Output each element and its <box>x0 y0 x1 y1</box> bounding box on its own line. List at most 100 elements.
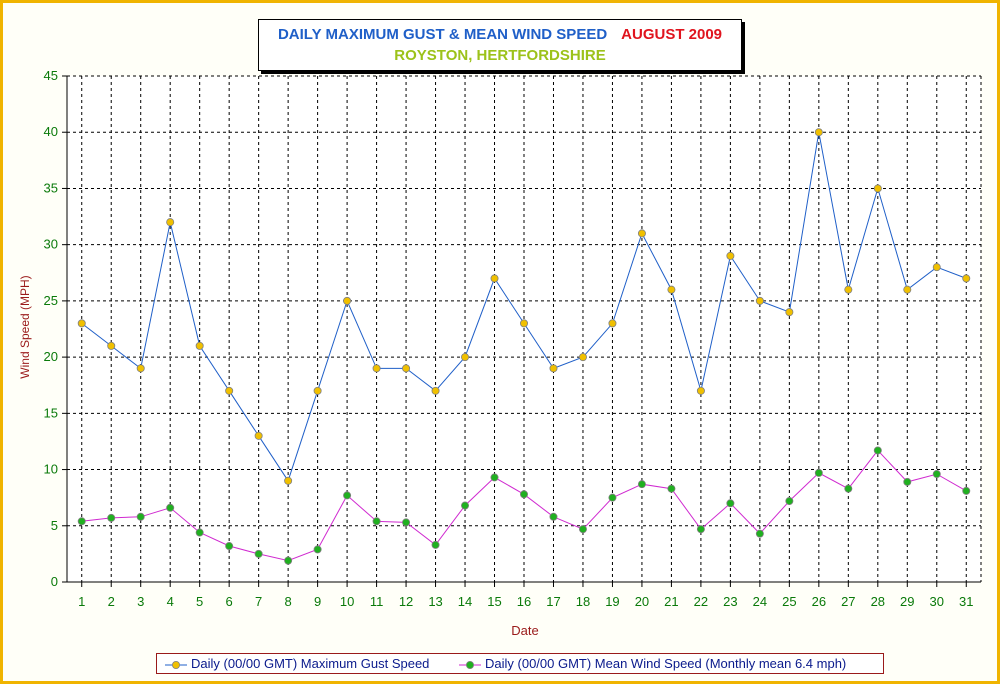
series-1-point <box>637 229 646 238</box>
x-tick-label: 9 <box>314 594 321 609</box>
series-1-point <box>962 274 971 283</box>
series-1-point <box>520 319 529 328</box>
series-2-point <box>726 499 735 508</box>
x-tick-label: 5 <box>196 594 203 609</box>
legend-item-gust: Daily (00/00 GMT) Maximum Gust Speed <box>165 656 429 672</box>
series-1-point <box>343 296 352 305</box>
legend-item-mean: Daily (00/00 GMT) Mean Wind Speed (Month… <box>459 656 846 672</box>
series-1-point <box>490 274 499 283</box>
series-1-point <box>195 341 204 350</box>
series-2-point <box>254 549 263 558</box>
series-1-point <box>578 353 587 362</box>
series-1-point <box>166 218 175 227</box>
series-2-point <box>490 473 499 482</box>
y-axis-label: Wind Speed (MPH) <box>18 275 32 379</box>
series-1-point <box>932 263 941 272</box>
series-2-point <box>225 542 234 551</box>
x-tick-label: 29 <box>900 594 914 609</box>
series-1-point <box>284 476 293 485</box>
x-tick-label: 11 <box>370 594 384 609</box>
series-2-point <box>785 497 794 506</box>
x-tick-label: 6 <box>226 594 233 609</box>
x-tick-label: 20 <box>635 594 649 609</box>
series-2-point <box>667 484 676 493</box>
chart-title-box: DAILY MAXIMUM GUST & MEAN WIND SPEED AUGU… <box>258 19 742 71</box>
series-1-point <box>372 364 381 373</box>
x-tick-label: 23 <box>723 594 737 609</box>
chart-title: DAILY MAXIMUM GUST & MEAN WIND SPEED <box>277 26 608 43</box>
series-1-point <box>785 308 794 317</box>
series-2-point <box>166 503 175 512</box>
legend-swatch-gust <box>165 660 187 669</box>
y-tick-label: 45 <box>44 68 58 83</box>
series-1-point <box>696 386 705 395</box>
series-1-point <box>402 364 411 373</box>
y-tick-label: 25 <box>44 293 58 308</box>
series-2-point <box>431 540 440 549</box>
series-2-point <box>844 484 853 493</box>
x-tick-label: 27 <box>841 594 855 609</box>
series-2-point <box>136 512 145 521</box>
series-2-point <box>932 470 941 479</box>
x-tick-label: 18 <box>576 594 590 609</box>
x-tick-label: 14 <box>458 594 472 609</box>
x-tick-label: 22 <box>694 594 708 609</box>
series-2-point <box>637 480 646 489</box>
x-tick-label: 4 <box>167 594 174 609</box>
series-2-point <box>284 556 293 565</box>
legend-swatch-mean <box>459 660 481 669</box>
legend-label-gust: Daily (00/00 GMT) Maximum Gust Speed <box>191 656 430 671</box>
x-tick-label: 8 <box>285 594 292 609</box>
y-tick-label: 35 <box>44 180 58 195</box>
y-tick-label: 20 <box>44 349 58 364</box>
series-1-point <box>461 353 470 362</box>
x-tick-label: 13 <box>428 594 442 609</box>
x-tick-label: 3 <box>137 594 144 609</box>
x-tick-label: 30 <box>930 594 944 609</box>
series-2-point <box>313 545 322 554</box>
series-1-point <box>608 319 617 328</box>
x-tick-label: 17 <box>546 594 560 609</box>
y-tick-label: 30 <box>44 237 58 252</box>
y-tick-label: 5 <box>51 518 58 533</box>
series-1-point <box>844 285 853 294</box>
x-tick-label: 15 <box>487 594 501 609</box>
series-1-point <box>755 296 764 305</box>
series-1-point <box>107 341 116 350</box>
series-1-point <box>814 128 823 137</box>
series-2-point <box>372 517 381 526</box>
x-tick-label: 10 <box>340 594 354 609</box>
series-1-point <box>903 285 912 294</box>
chart-title-date: AUGUST 2009 <box>621 26 723 43</box>
x-tick-label: 16 <box>517 594 531 609</box>
series-2-point <box>520 490 529 499</box>
legend-label-mean: Daily (00/00 GMT) Mean Wind Speed (Month… <box>485 656 847 671</box>
series-1-point <box>313 386 322 395</box>
x-tick-label: 31 <box>959 594 973 609</box>
series-1-point <box>254 431 263 440</box>
series-1-point <box>136 364 145 373</box>
x-tick-label: 2 <box>108 594 115 609</box>
x-tick-label: 1 <box>78 594 85 609</box>
series-2-point <box>461 501 470 510</box>
series-1-point <box>77 319 86 328</box>
series-1-point <box>431 386 440 395</box>
series-2-point <box>578 525 587 534</box>
series-2-point <box>608 493 617 502</box>
series-2-point <box>77 517 86 526</box>
x-tick-label: 21 <box>664 594 678 609</box>
series-1-point <box>225 386 234 395</box>
x-axis-label: Date <box>511 623 539 638</box>
series-1-point <box>667 285 676 294</box>
x-tick-label: 19 <box>605 594 619 609</box>
series-2-point <box>962 486 971 495</box>
series-2-point <box>195 528 204 537</box>
y-tick-label: 10 <box>44 462 58 477</box>
x-tick-label: 25 <box>782 594 796 609</box>
y-tick-label: 0 <box>51 574 58 589</box>
series-1-point <box>549 364 558 373</box>
series-1-point <box>873 184 882 193</box>
series-2-point <box>343 491 352 500</box>
x-tick-label: 7 <box>255 594 262 609</box>
